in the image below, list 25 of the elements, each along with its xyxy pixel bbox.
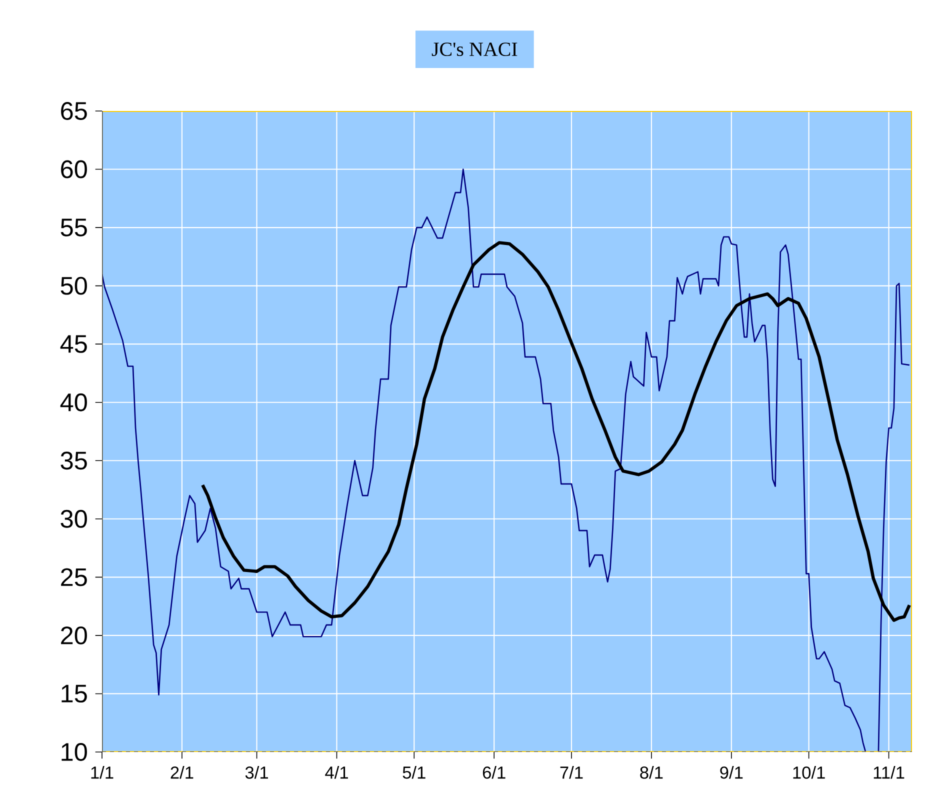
x-tick-label: 5/1 — [402, 766, 426, 779]
x-tick-label: 7/1 — [560, 766, 583, 779]
x-tick-label: 8/1 — [640, 766, 663, 779]
y-tick-label: 40 — [60, 393, 87, 412]
x-tick-label: 1/1 — [91, 766, 114, 779]
x-tick-label: 4/1 — [325, 766, 348, 779]
x-tick-label: 6/1 — [482, 766, 506, 779]
y-tick-label: 10 — [62, 743, 87, 761]
y-tick-label: 30 — [60, 510, 87, 528]
chart-title: JC's NACI — [432, 42, 518, 56]
x-tick-label: 10/1 — [793, 766, 825, 779]
y-tick-label: 20 — [61, 626, 87, 644]
y-tick-label: 35 — [60, 452, 87, 470]
y-tick-label: 50 — [60, 276, 87, 295]
x-tick-label: 11/1 — [874, 766, 904, 779]
y-tick-label: 55 — [60, 218, 87, 236]
y-tick-label: 25 — [61, 568, 87, 586]
y-tick-label: 45 — [60, 335, 87, 353]
y-tick-label: 60 — [61, 160, 87, 178]
line-series — [201, 241, 912, 622]
y-tick-label: 15 — [62, 684, 87, 703]
x-tick-label: 2/1 — [170, 766, 194, 779]
x-tick-label: 3/1 — [245, 766, 268, 779]
x-tick-label: 9/1 — [720, 766, 743, 779]
y-tick-label: 65 — [61, 102, 87, 120]
